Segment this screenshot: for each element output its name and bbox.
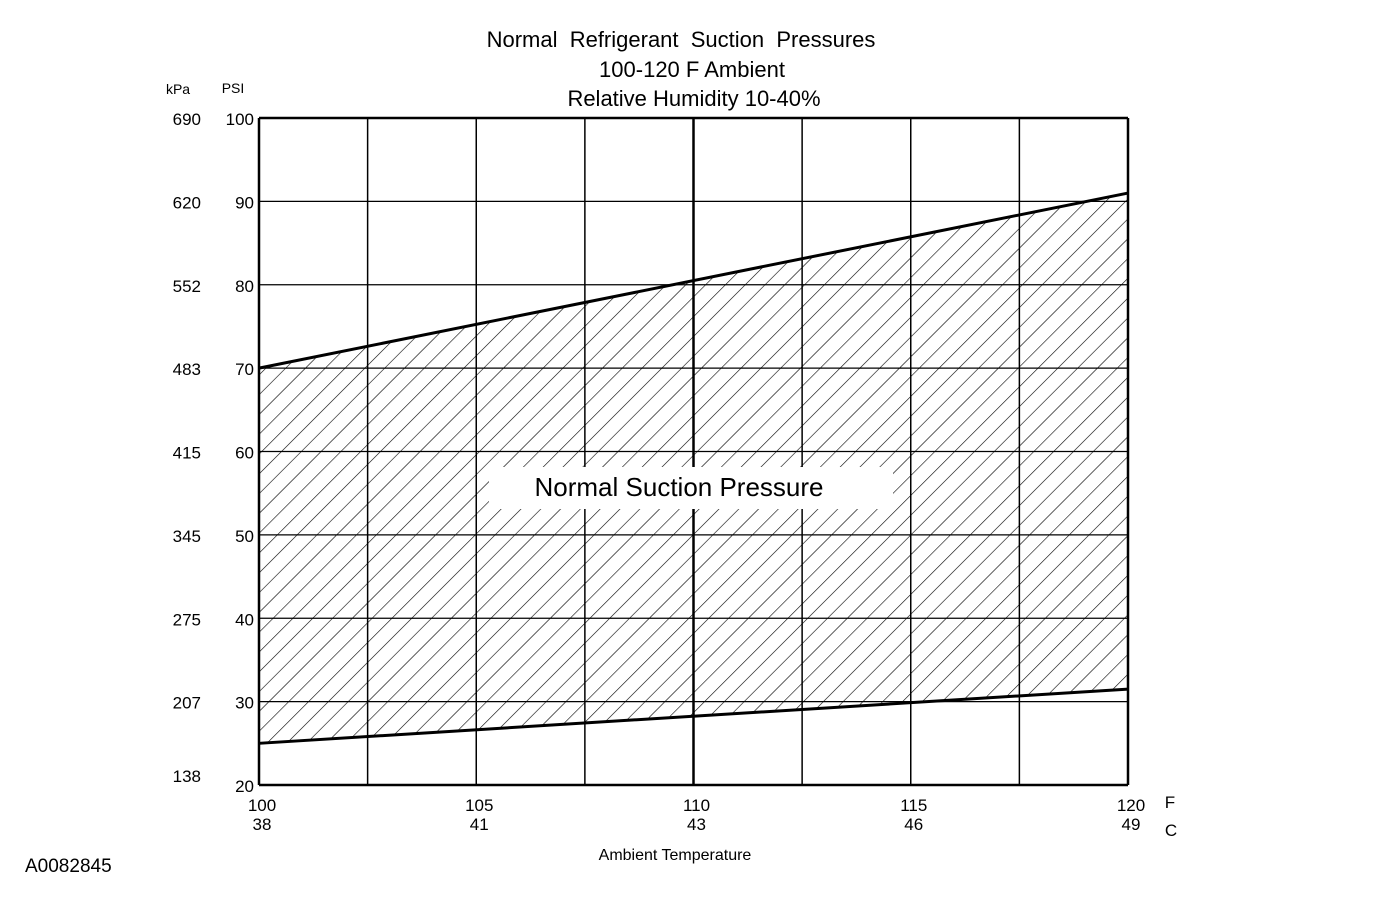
y-unit-primary-label: PSI	[222, 80, 245, 96]
y-primary-tick-label: 50	[235, 527, 254, 546]
region-label-background	[489, 467, 893, 509]
y-secondary-tick-label: 138	[173, 767, 201, 786]
region-label: Normal Suction Pressure	[535, 472, 824, 502]
x-primary-tick-labels: 100 105 110 115 120	[248, 796, 1145, 815]
lower-boundary-line	[258, 687, 1129, 745]
y-secondary-tick-label: 207	[173, 694, 201, 713]
y-secondary-tick-label: 690	[173, 110, 201, 129]
y-primary-tick-label: 30	[235, 694, 254, 713]
x-unit-primary-label: F	[1165, 793, 1175, 812]
x-primary-tick-label: 120	[1117, 796, 1145, 815]
upper-boundary-line	[258, 191, 1129, 370]
y-primary-tick-label: 90	[235, 193, 254, 212]
x-secondary-tick-label: 41	[470, 815, 489, 834]
y-unit-secondary-label: kPa	[166, 81, 190, 97]
y-secondary-tick-label: 345	[173, 527, 201, 546]
x-primary-tick-label: 100	[248, 796, 276, 815]
x-axis-label: Ambient Temperature	[599, 847, 752, 864]
y-secondary-tick-label: 620	[173, 193, 201, 212]
y-secondary-tick-label: 415	[173, 444, 201, 463]
x-primary-tick-label: 110	[683, 796, 710, 815]
x-secondary-tick-label: 38	[253, 815, 272, 834]
x-primary-tick-label: 115	[900, 796, 927, 815]
y-primary-tick-label: 80	[235, 277, 254, 296]
y-primary-tick-labels: 100 90 80 70 60 50 40 30 20	[226, 110, 254, 796]
x-secondary-tick-label: 49	[1122, 815, 1141, 834]
chart-title-line-1: Normal Refrigerant Suction Pressures	[487, 27, 876, 52]
y-primary-tick-label: 70	[235, 360, 254, 379]
x-primary-tick-label: 105	[465, 796, 493, 815]
y-primary-tick-label: 60	[235, 444, 254, 463]
chart-title-line-3: Relative Humidity 10-40%	[567, 86, 820, 111]
chart-grid	[257, 116, 1130, 787]
x-secondary-tick-labels: 38 41 43 46 49	[253, 815, 1141, 834]
y-secondary-tick-label: 552	[173, 277, 201, 296]
y-secondary-tick-label: 275	[173, 610, 201, 629]
y-secondary-tick-labels: 690 620 552 483 415 345 275 207 138	[173, 110, 201, 786]
x-unit-secondary-label: C	[1165, 821, 1177, 840]
y-primary-tick-label: 40	[235, 610, 254, 629]
x-secondary-tick-label: 43	[687, 815, 706, 834]
y-primary-tick-label: 100	[226, 110, 254, 129]
x-secondary-tick-label: 46	[904, 815, 923, 834]
figure-id: A0082845	[25, 856, 112, 877]
y-primary-tick-label: 20	[235, 777, 254, 796]
chart-title-line-2: 100-120 F Ambient	[599, 57, 785, 82]
y-secondary-tick-label: 483	[173, 360, 201, 379]
